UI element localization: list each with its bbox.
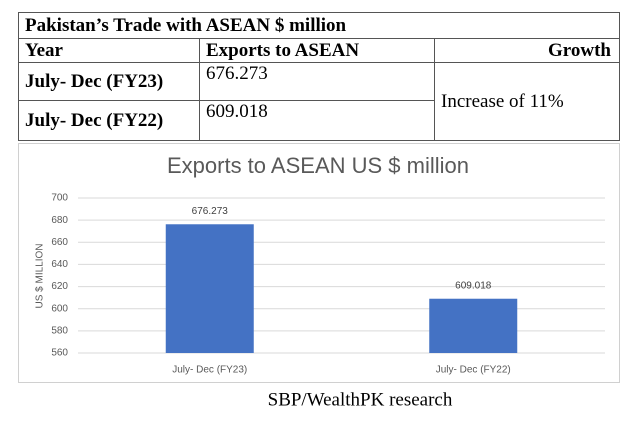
y-tick-label: 600 xyxy=(51,303,68,314)
table-title: Pakistan’s Trade with ASEAN $ million xyxy=(18,12,620,39)
year-cell: July- Dec (FY22) xyxy=(18,100,200,141)
caption: SBP/WealthPK research xyxy=(268,389,453,410)
trade-table: Pakistan’s Trade with ASEAN $ million Ye… xyxy=(18,12,620,141)
data-label: 676.273 xyxy=(192,206,229,217)
value-cell: 609.018 xyxy=(199,100,435,141)
y-tick-label: 560 xyxy=(51,348,68,359)
header-cell: Growth xyxy=(434,38,620,63)
y-tick-label: 680 xyxy=(51,215,68,226)
y-tick-label: 660 xyxy=(51,237,68,248)
chart-title: Exports to ASEAN US $ million xyxy=(167,153,469,178)
x-tick-label: July- Dec (FY23) xyxy=(172,365,247,376)
header-cell: Year xyxy=(18,38,200,63)
chart-frame xyxy=(18,143,620,383)
x-tick-label: July- Dec (FY22) xyxy=(436,365,511,376)
y-tick-label: 580 xyxy=(51,325,68,336)
bar xyxy=(429,298,518,353)
bar xyxy=(165,224,254,353)
y-tick-label: 700 xyxy=(51,193,68,204)
y-axis-label: US $ MILLION xyxy=(35,243,46,308)
y-tick-label: 620 xyxy=(51,281,68,292)
growth-cell: Increase of 11% xyxy=(434,62,620,141)
y-tick-label: 640 xyxy=(51,259,68,270)
data-label: 609.018 xyxy=(455,280,492,291)
